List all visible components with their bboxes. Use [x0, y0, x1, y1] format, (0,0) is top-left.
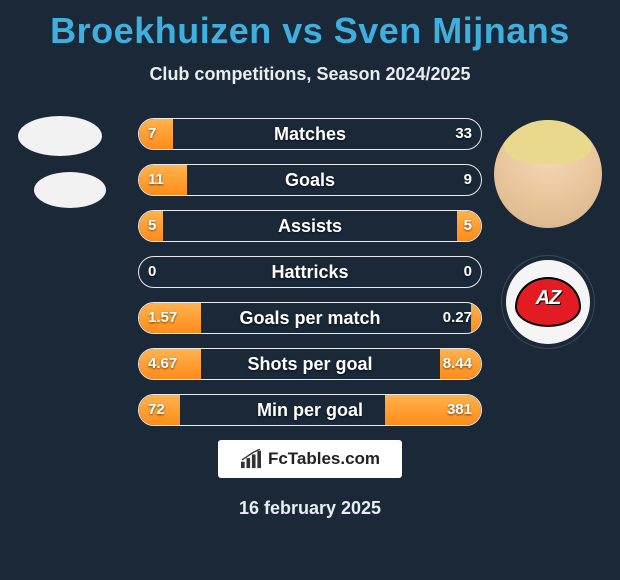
stat-row: Goals per match1.570.27 — [0, 302, 620, 334]
date-text: 16 february 2025 — [0, 498, 620, 519]
stat-bar-track — [138, 164, 482, 196]
stat-bar-track — [138, 256, 482, 288]
stat-value-right: 9 — [464, 164, 472, 196]
stat-value-right: 5 — [464, 210, 472, 242]
stat-bar-track — [138, 118, 482, 150]
stat-value-left: 0 — [148, 256, 156, 288]
stat-value-right: 0.27 — [443, 302, 472, 334]
stat-value-right: 381 — [447, 394, 472, 426]
stat-row: Hattricks00 — [0, 256, 620, 288]
content-root: Broekhuizen vs Sven Mijnans Club competi… — [0, 0, 620, 580]
stat-bar-track — [138, 348, 482, 380]
page-title: Broekhuizen vs Sven Mijnans — [0, 0, 620, 52]
stat-bar-right-fill — [471, 303, 481, 333]
site-logo-text: FcTables.com — [268, 449, 380, 469]
stat-value-left: 1.57 — [148, 302, 177, 334]
stat-bar-track — [138, 302, 482, 334]
site-logo[interactable]: FcTables.com — [218, 440, 402, 478]
stat-row: Matches733 — [0, 118, 620, 150]
stat-value-left: 72 — [148, 394, 165, 426]
stat-bar-track — [138, 394, 482, 426]
stat-value-right: 0 — [464, 256, 472, 288]
stat-value-left: 4.67 — [148, 348, 177, 380]
stat-row: Min per goal72381 — [0, 394, 620, 426]
stat-value-left: 5 — [148, 210, 156, 242]
stat-row: Shots per goal4.678.44 — [0, 348, 620, 380]
fctables-icon — [240, 449, 262, 469]
stat-value-right: 8.44 — [443, 348, 472, 380]
stat-value-right: 33 — [455, 118, 472, 150]
subtitle: Club competitions, Season 2024/2025 — [0, 64, 620, 85]
stats-table: Matches733Goals119Assists55Hattricks00Go… — [0, 118, 620, 440]
stat-bar-track — [138, 210, 482, 242]
stat-row: Goals119 — [0, 164, 620, 196]
stat-value-left: 7 — [148, 118, 156, 150]
stat-row: Assists55 — [0, 210, 620, 242]
stat-value-left: 11 — [148, 164, 164, 196]
